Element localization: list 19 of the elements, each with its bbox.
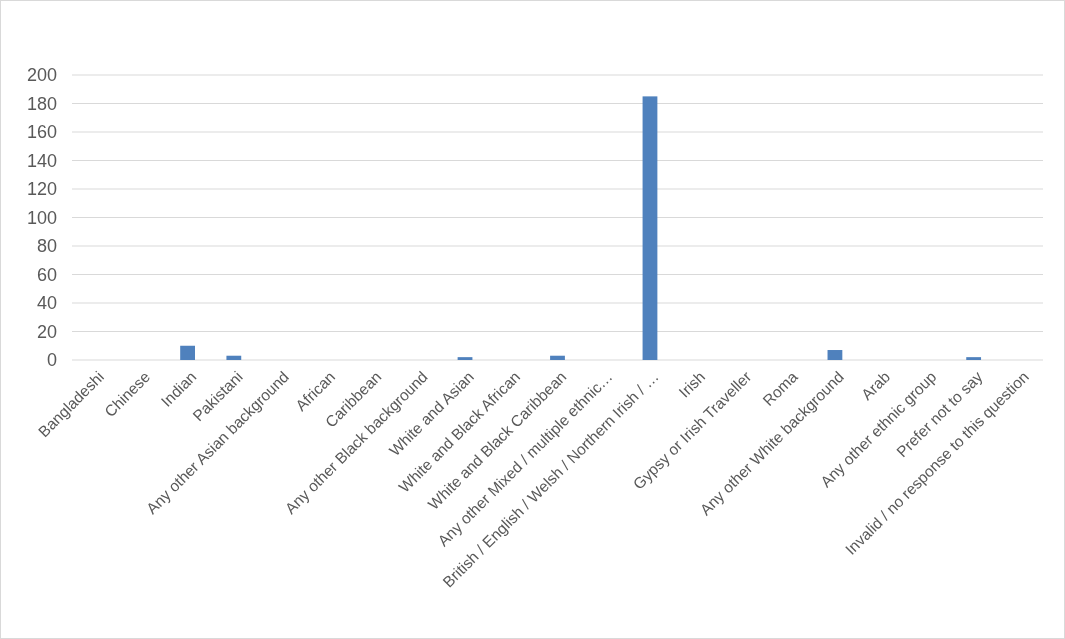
y-tick-label: 140 [26,150,57,171]
y-tick-label: 40 [36,293,57,314]
y-tick-label: 0 [46,350,57,371]
bar [827,350,843,360]
y-tick-label: 100 [26,207,57,228]
bar [550,355,565,360]
bar [226,355,242,360]
y-tick-label: 180 [26,93,57,114]
y-tick-label: 120 [26,179,57,200]
bar [642,96,658,360]
bar [180,345,195,360]
bar [966,357,982,360]
y-tick-label: 160 [26,122,57,143]
y-tick-label: 20 [36,321,57,342]
y-tick-label: 200 [26,65,57,86]
x-tick-label: Irish [675,367,709,401]
y-tick-label: 80 [36,236,57,257]
bar [457,357,473,360]
y-tick-label: 60 [36,264,57,285]
